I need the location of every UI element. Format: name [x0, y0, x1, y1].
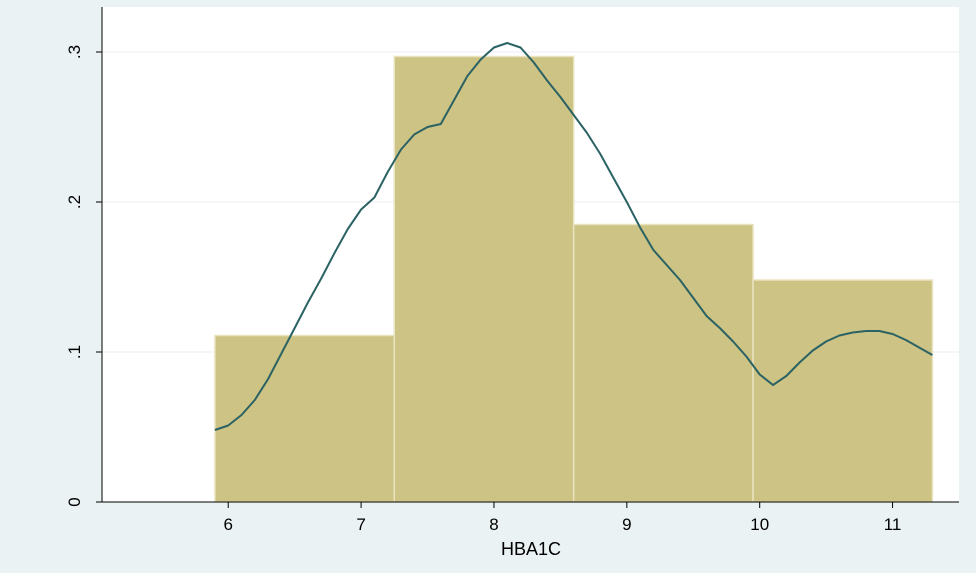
y-axis-ticks: 0 .1 .2 .3: [65, 45, 102, 507]
histogram-bar-0: [214, 334, 396, 503]
x-tick-label-2: 8: [489, 515, 498, 534]
y-tick-label-0: 0: [65, 497, 84, 506]
y-tick-label-2: .2: [65, 195, 84, 209]
histogram-bars: [214, 55, 934, 503]
y-tick-label-3: .3: [65, 45, 84, 59]
x-tick-label-1: 7: [356, 515, 365, 534]
x-tick-label-4: 10: [750, 515, 769, 534]
x-tick-label-5: 11: [884, 515, 902, 534]
x-tick-label-3: 9: [622, 515, 631, 534]
histogram-bar-3: [752, 279, 934, 503]
y-tick-label-1: .1: [65, 345, 84, 359]
density-curve: [214, 42, 933, 431]
histogram-bar-1: [393, 55, 575, 503]
x-tick-label-0: 6: [223, 515, 232, 534]
x-axis-title: HBA1C: [501, 539, 561, 559]
x-axis-ticks: 6 7 8 9 10 11: [223, 502, 901, 534]
histogram-bar-2: [572, 223, 754, 503]
